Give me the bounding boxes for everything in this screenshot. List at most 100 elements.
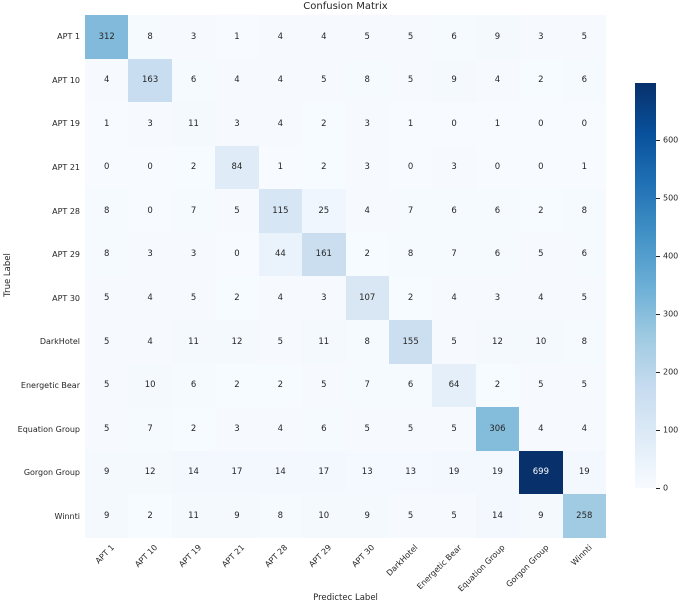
heatmap-grid: 312 8 3 1 4 4 5 5 6 9 3 5 4 163 6 4 4 5 8 5 9 4 2 6 1 3 11 3 4 2 3 1 0 1 0… [85,15,606,538]
heatmap-cell: 10 [519,320,563,364]
colorbar-tick-mark [656,430,660,432]
heatmap-cell: 12 [215,320,259,364]
y-tick-label: APT 19 [52,119,80,129]
heatmap-cell: 5 [85,276,129,321]
heatmap-cell: 5 [519,363,563,408]
heatmap-cell: 107 [345,276,389,321]
heatmap-cell: 5 [562,363,606,408]
heatmap-cell: 8 [85,189,129,233]
colorbar-tick-mark [656,314,660,316]
heatmap-cell: 25 [302,189,346,233]
heatmap-cell: 3 [432,145,476,190]
heatmap-cell: 8 [388,232,433,277]
colorbar [635,83,656,488]
heatmap-cell: 13 [345,450,389,495]
x-tick-label-text: Energetic Bear [415,543,464,592]
heatmap-cell: 4 [128,320,172,364]
heatmap-cell: 4 [128,276,172,321]
heatmap-cell: 1 [388,102,433,146]
heatmap-cell: 9 [85,494,129,538]
heatmap-cell: 5 [302,363,346,408]
heatmap-cell: 1 [258,145,303,190]
colorbar-tick-mark [656,140,660,142]
heatmap-cell: 6 [432,15,476,59]
colorbar-tick-mark [656,372,660,374]
heatmap-cell: 11 [302,320,346,364]
heatmap-cell: 5 [215,189,259,233]
heatmap-cell: 8 [85,232,129,277]
heatmap-cell: 0 [388,145,433,190]
x-tick-label-text: APT 1 [93,543,117,566]
heatmap-cell: 14 [475,494,520,538]
heatmap-cell: 5 [345,15,389,59]
heatmap-cell: 1 [562,145,606,190]
x-tick-label-text: APT 10 [133,543,160,570]
heatmap-cell: 19 [562,450,606,495]
heatmap-cell: 2 [345,232,389,277]
heatmap-cell: 2 [475,363,520,408]
heatmap-cell: 2 [215,363,259,408]
heatmap-cell: 3 [171,15,216,59]
heatmap-cell: 2 [171,407,216,451]
heatmap-cell: 5 [345,407,389,451]
heatmap-cell: 7 [388,189,433,233]
heatmap-cell: 0 [562,102,606,146]
x-tick-label-text: APT 28 [263,543,290,570]
heatmap-cell: 0 [128,145,172,190]
heatmap-cell: 6 [171,363,216,408]
heatmap-cell: 3 [475,276,520,321]
heatmap-cell: 312 [85,15,129,59]
heatmap-cell: 6 [562,232,606,277]
heatmap-cell: 5 [171,276,216,321]
heatmap-cell: 5 [432,407,476,451]
colorbar-tick-label: 600 [663,135,679,145]
x-tick-label-text: Equation Group [456,543,507,594]
y-tick-label: Equation Group [17,424,80,434]
colorbar-tick-label: 200 [663,367,679,377]
y-tick-label: Energetic Bear [20,380,80,390]
heatmap-cell: 0 [128,189,172,233]
heatmap-cell: 5 [432,494,476,538]
heatmap-cell: 3 [345,145,389,190]
heatmap-cell: 7 [345,363,389,408]
heatmap-cell: 5 [432,320,476,364]
heatmap-cell: 7 [128,407,172,451]
heatmap-cell: 4 [519,276,563,321]
x-tick-label-text: APT 29 [307,543,334,570]
heatmap-cell: 4 [258,15,303,59]
colorbar-tick-label: 300 [663,309,679,319]
heatmap-cell: 2 [171,145,216,190]
y-tick-label: APT 29 [52,250,80,260]
heatmap-cell: 14 [258,450,303,495]
x-tick-label-text: DarkHotel [385,543,420,578]
heatmap-cell: 9 [519,494,563,538]
x-tick-label-text: Gorgon Group [504,543,551,590]
heatmap-cell: 8 [345,58,389,103]
x-axis-label: Predictec Label [313,593,378,603]
heatmap-cell: 12 [128,450,172,495]
heatmap-cell: 14 [171,450,216,495]
heatmap-cell: 5 [388,58,433,103]
heatmap-cell: 4 [302,15,346,59]
heatmap-cell: 163 [128,58,172,103]
heatmap-cell: 161 [302,232,346,277]
heatmap-cell: 5 [388,494,433,538]
heatmap-cell: 4 [562,407,606,451]
x-tick-label-text: Winnti [569,543,594,568]
heatmap-cell: 10 [128,363,172,408]
heatmap-cell: 2 [519,189,563,233]
heatmap-cell: 19 [475,450,520,495]
heatmap-cell: 4 [258,276,303,321]
heatmap-cell: 4 [432,276,476,321]
heatmap-cell: 2 [302,145,346,190]
heatmap-cell: 0 [85,145,129,190]
heatmap-cell: 9 [475,15,520,59]
y-tick-label: APT 1 [57,32,80,42]
heatmap-cell: 6 [432,189,476,233]
heatmap-cell: 5 [302,58,346,103]
heatmap-cell: 6 [475,189,520,233]
heatmap-cell: 9 [215,494,259,538]
heatmap-cell: 8 [258,494,303,538]
heatmap-cell: 8 [345,320,389,364]
heatmap-cell: 44 [258,232,303,277]
